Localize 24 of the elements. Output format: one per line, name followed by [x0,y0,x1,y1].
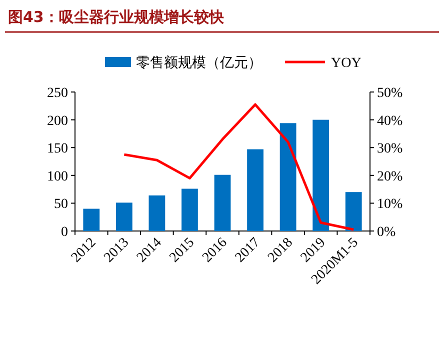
bar [116,202,132,231]
bar [280,123,296,231]
y2-tick-label: 0% [377,225,396,240]
y-tick-label: 100 [47,169,68,184]
bar [83,208,100,231]
bar [312,120,330,231]
y-tick-label: 250 [47,86,68,101]
y2-tick-label: 10% [377,197,403,212]
chart-title: 图43：吸尘器行业规模增长较快 [8,8,225,26]
y2-tick-label: 20% [377,169,403,184]
y-tick-label: 150 [47,142,68,157]
legend-label: YOY [331,56,362,71]
legend-label: 零售额规模（亿元） [136,55,262,71]
y2-tick-label: 30% [377,142,403,157]
bar [214,174,231,231]
y2-tick-label: 40% [377,114,403,129]
bar [182,188,198,231]
bar [148,195,166,231]
y-tick-label: 200 [47,114,68,129]
y2-tick-label: 50% [377,86,403,101]
y-tick-label: 0 [61,225,68,240]
bar [247,149,264,231]
bar [345,192,362,231]
y-tick-label: 50 [54,197,68,212]
